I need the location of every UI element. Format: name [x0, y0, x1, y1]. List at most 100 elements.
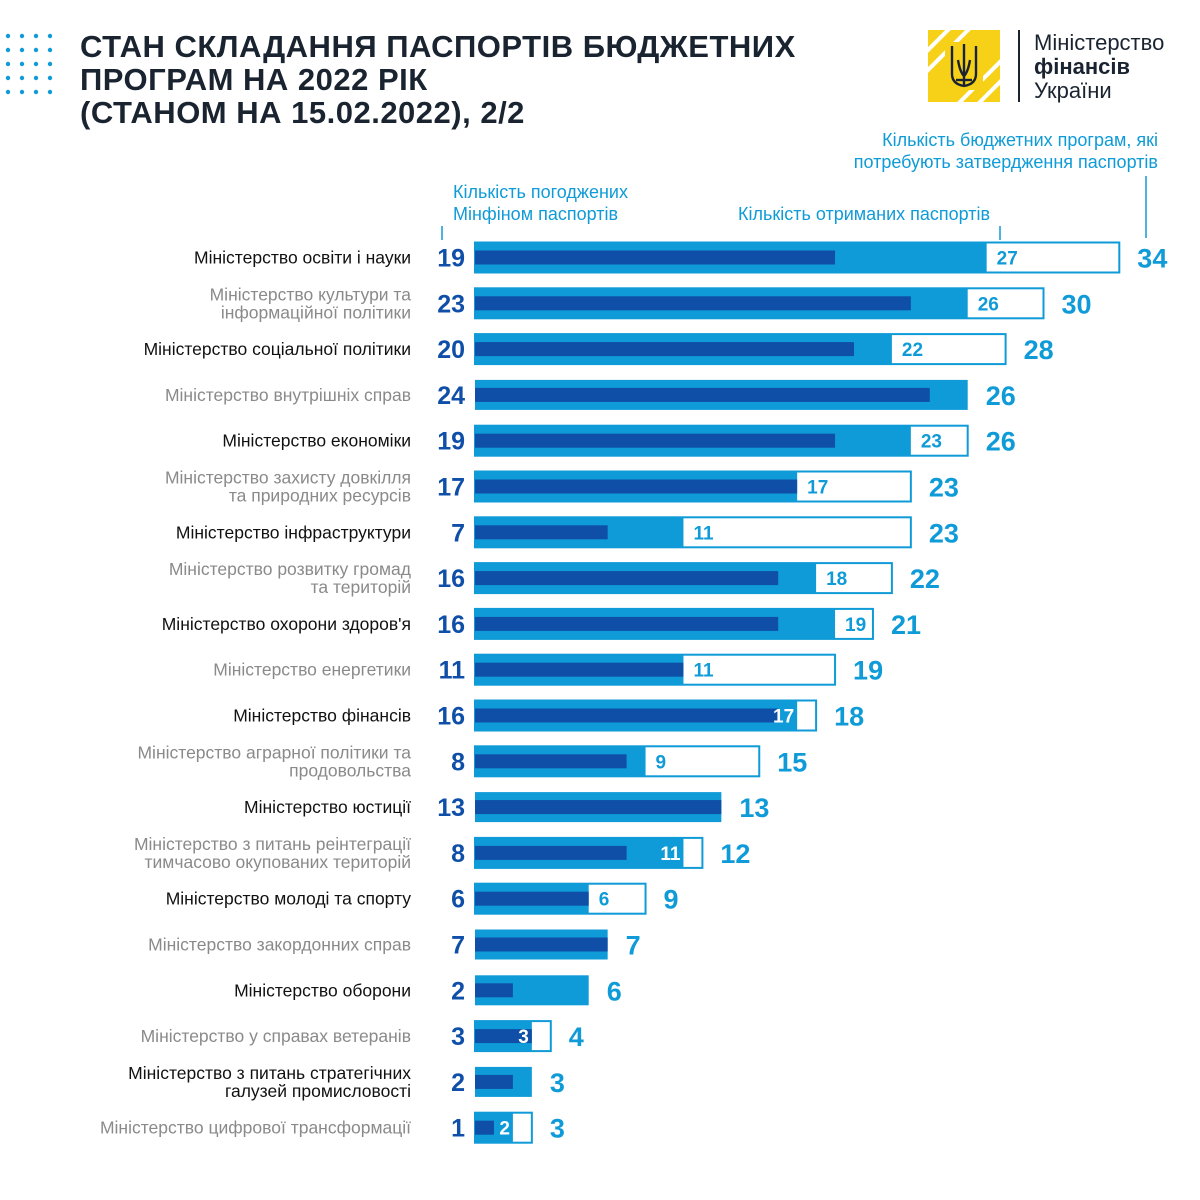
category-label: Міністерство з питань стратегічних: [128, 1063, 411, 1083]
logo-divider: [1018, 30, 1020, 102]
category-label: Міністерство розвитку громад: [169, 559, 411, 579]
category-label: Міністерство фінансів: [233, 706, 411, 726]
received-label-box: [818, 566, 863, 591]
received-value-label: 2: [499, 1119, 510, 1140]
category-label: Міністерство юстиції: [244, 797, 411, 817]
received-label-box: [988, 245, 1033, 270]
received-label-box: [647, 749, 692, 774]
title-line-1: СТАН СКЛАДАННЯ ПАСПОРТІВ БЮДЖЕТНИХ: [80, 29, 796, 64]
received-label-box: [837, 611, 871, 636]
category-label: Міністерство цифрової трансформації: [100, 1118, 411, 1138]
decor-dot: [33, 75, 39, 81]
approved-bar: [475, 296, 911, 311]
approved-value-label: 17: [437, 474, 465, 502]
received-value-label: 11: [693, 523, 714, 544]
required-value-label: 4: [569, 1022, 584, 1052]
decor-dot: [5, 75, 11, 81]
approved-value-label: 8: [451, 840, 465, 868]
decor-dot: [5, 47, 11, 53]
approved-value-label: 19: [437, 245, 465, 273]
approved-bar: [475, 1029, 532, 1044]
approved-bar: [475, 479, 798, 494]
category-label: Міністерство внутрішніх справ: [165, 385, 411, 405]
required-value-label: 30: [1062, 289, 1092, 319]
approved-value-label: 13: [437, 794, 465, 822]
required-value-label: 3: [550, 1114, 565, 1144]
approved-value-label: 7: [451, 519, 465, 547]
approved-value-label: 1: [451, 1115, 465, 1143]
decor-dot: [47, 47, 53, 53]
approved-value-label: 24: [437, 382, 465, 410]
required-value-label: 23: [929, 473, 959, 503]
approved-bar: [475, 616, 779, 631]
required-value-label: 26: [986, 381, 1016, 411]
required-value-label: 23: [929, 518, 959, 548]
required-value-label: 21: [891, 610, 921, 640]
received-label-box: [969, 291, 1014, 316]
logo-line-1: Міністерство: [1034, 30, 1165, 55]
received-value-label: 22: [902, 340, 923, 361]
approved-value-label: 3: [451, 1023, 465, 1051]
category-label: Міністерство закордонних справ: [148, 935, 411, 955]
received-value-label: 19: [845, 615, 866, 636]
approved-bar: [475, 662, 684, 677]
decor-dot: [19, 33, 25, 39]
approved-value-label: 7: [451, 932, 465, 960]
required-value-label: 22: [910, 564, 940, 594]
received-value-label: 6: [599, 890, 610, 911]
category-label: Міністерство у справах ветеранів: [141, 1026, 411, 1046]
decor-dot: [47, 61, 53, 67]
decor-dot: [19, 61, 25, 67]
approved-bar: [475, 937, 608, 952]
category-label: Міністерство охорони здоров'я: [162, 614, 411, 634]
approved-value-label: 11: [439, 657, 466, 685]
category-label: інформаційної політики: [221, 302, 411, 322]
approved-value-label: 19: [437, 428, 465, 456]
approved-bar: [475, 800, 722, 815]
decorative-dots: [5, 33, 53, 95]
decor-dot: [5, 61, 11, 67]
received-value-label: 18: [826, 569, 847, 590]
approved-value-label: 16: [437, 611, 465, 639]
decor-dot: [5, 33, 11, 39]
required-value-label: 3: [550, 1068, 565, 1098]
received-label-box: [893, 337, 938, 362]
annotation-required: Кількість бюджетних програм, які: [882, 130, 1158, 150]
decor-dot: [5, 89, 11, 95]
approved-value-label: 2: [451, 977, 465, 1005]
annotation-approved: Мінфіном паспортів: [453, 204, 618, 224]
category-label: Міністерство освіти і науки: [194, 248, 411, 268]
decor-dot: [33, 33, 39, 39]
received-value-label: 3: [518, 1027, 529, 1048]
decor-dot: [19, 75, 25, 81]
approved-bar: [475, 845, 627, 860]
decor-dot: [19, 89, 25, 95]
category-label: Міністерство аграрної політики та: [137, 742, 411, 762]
category-label: та природних ресурсів: [229, 486, 411, 506]
decor-dot: [33, 47, 39, 53]
required-value-label: 9: [664, 885, 679, 915]
category-label: Міністерство з питань реінтеграції: [134, 834, 411, 854]
required-value-label: 7: [626, 931, 641, 961]
required-value-label: 18: [834, 702, 864, 732]
received-value-label: 11: [693, 661, 714, 682]
approved-bar: [475, 342, 854, 357]
approved-bar: [475, 387, 930, 402]
received-value-label: 17: [807, 478, 828, 499]
approved-value-label: 2: [451, 1069, 465, 1097]
approved-bar: [475, 1120, 494, 1135]
ministry-emblem-icon: [928, 30, 1000, 102]
decor-dot: [19, 47, 25, 53]
category-label: Міністерство енергетики: [213, 660, 411, 680]
approved-bar: [475, 525, 608, 540]
category-label: тимчасово окупованих територій: [145, 852, 411, 872]
category-label: та територій: [311, 577, 411, 597]
approved-bar: [475, 571, 779, 586]
received-value-label: 27: [997, 249, 1018, 270]
category-label: галузей промисловості: [225, 1081, 411, 1101]
category-label: Міністерство економіки: [222, 431, 411, 451]
approved-value-label: 8: [451, 748, 465, 776]
approved-value-label: 16: [437, 565, 465, 593]
approved-bar: [475, 891, 589, 906]
required-value-label: 15: [777, 747, 807, 777]
